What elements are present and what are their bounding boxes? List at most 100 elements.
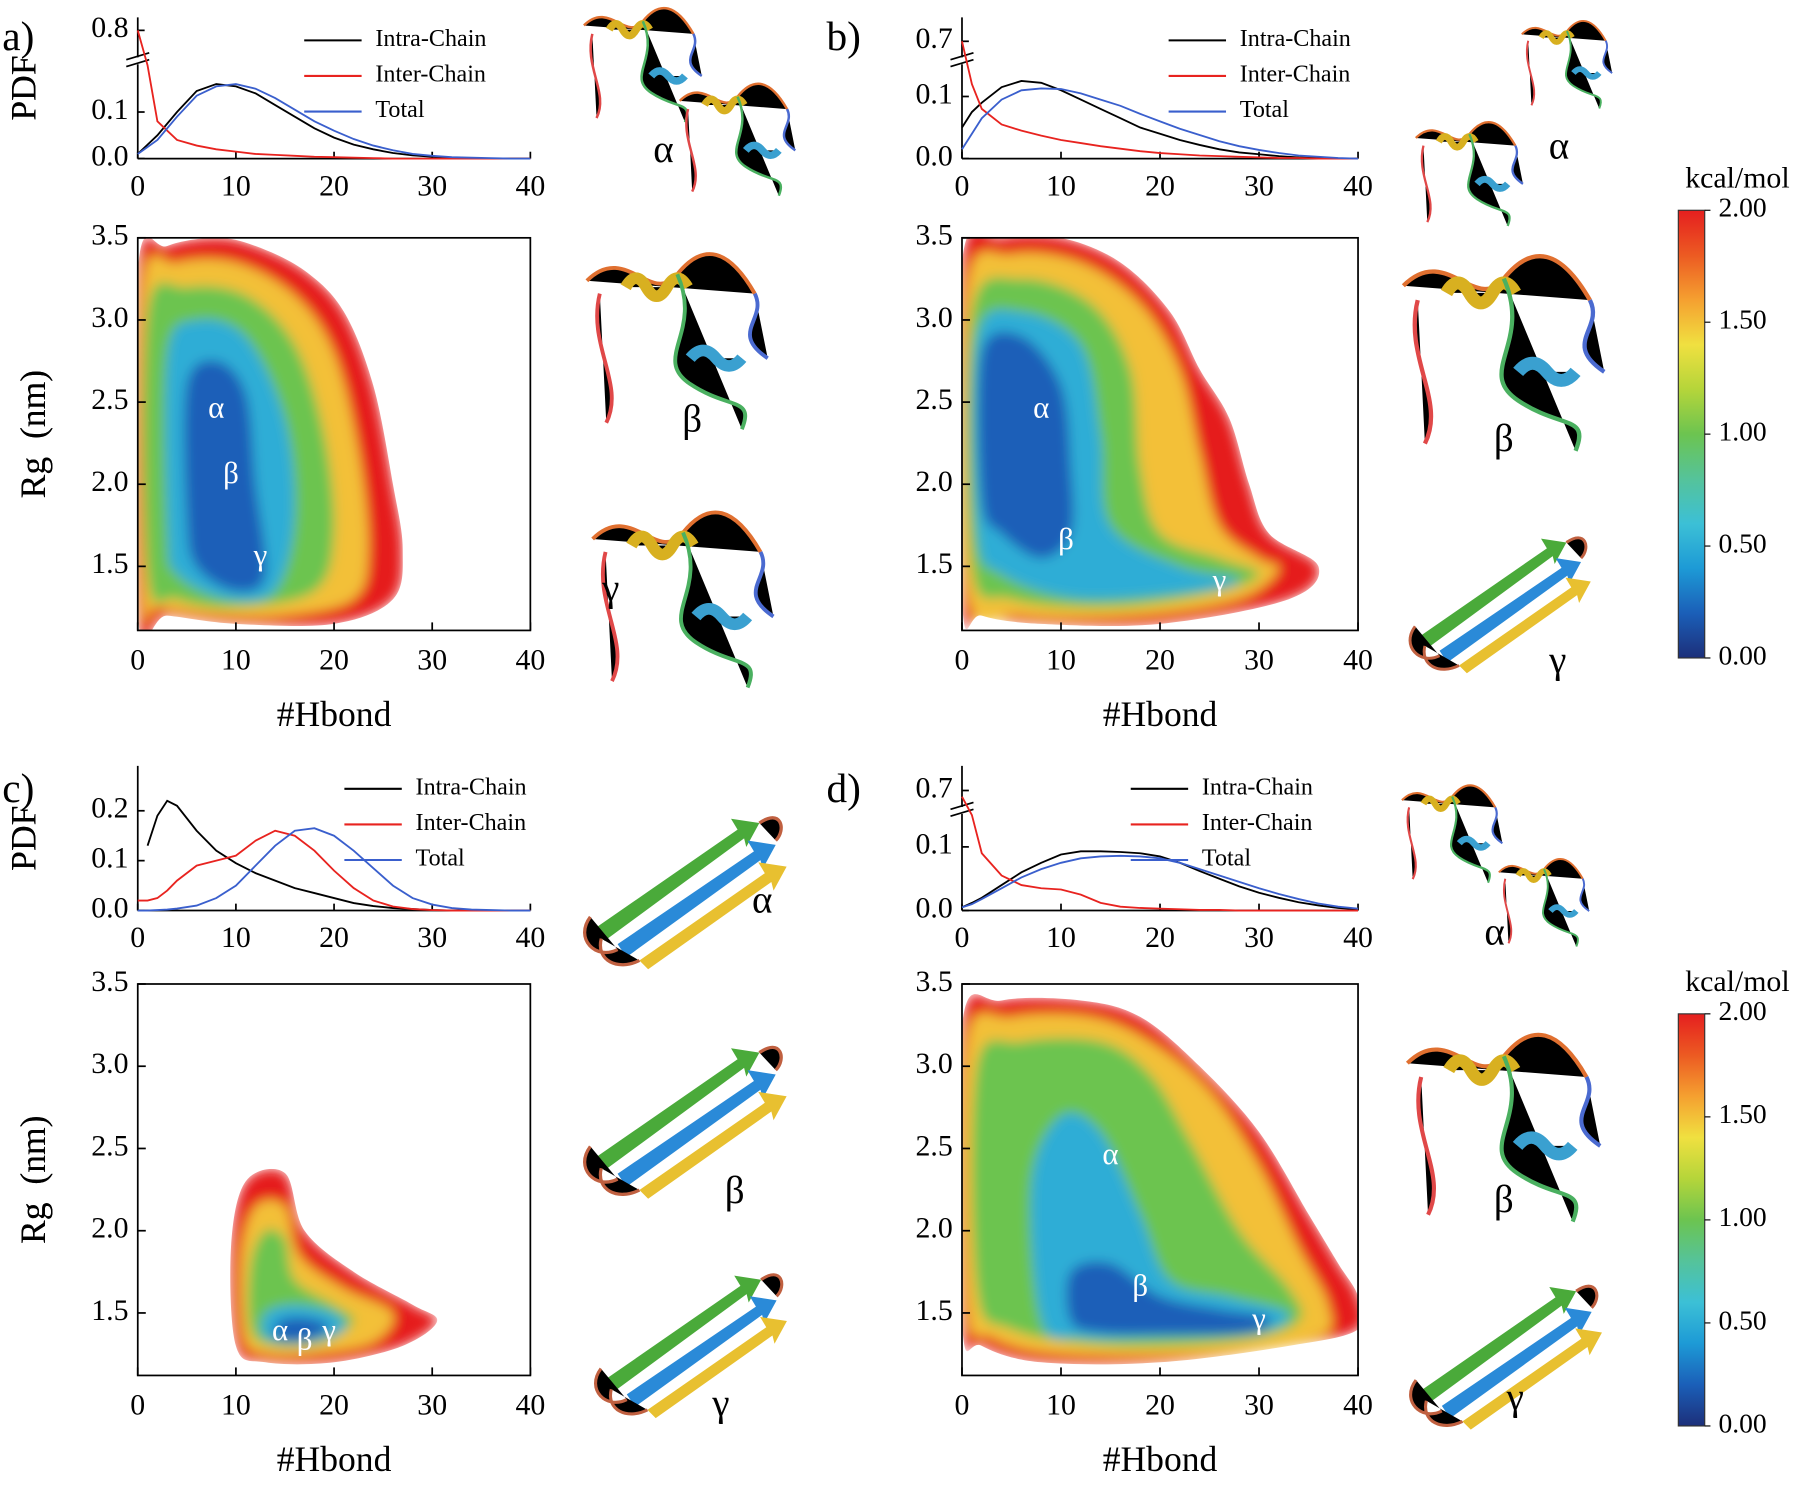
legend-label: Inter-Chain <box>1202 810 1313 836</box>
structure-cartoon <box>680 84 796 196</box>
x-tick-label: 10 <box>221 1388 251 1421</box>
y-tick-label: 0.0 <box>916 139 953 172</box>
y-tick-label: 0.0 <box>91 139 128 172</box>
structure-label: α <box>1549 124 1569 167</box>
y-tick-label: 3.0 <box>91 1047 128 1080</box>
y-tick-label: 3.5 <box>916 965 953 998</box>
energy-landscape-fills <box>137 237 403 631</box>
x-tick-label: 30 <box>1244 1388 1274 1421</box>
state-label: β <box>1058 521 1074 556</box>
legend-label: Total <box>375 97 424 123</box>
y-tick-label: 2.5 <box>91 383 128 416</box>
legend-label: Total <box>1240 97 1289 123</box>
y-tick-label: 3.5 <box>916 219 953 252</box>
state-label: γ <box>253 537 268 572</box>
y-tick-label: 3.0 <box>916 301 953 334</box>
x-tick-label: 10 <box>1046 169 1076 202</box>
structure-label: β <box>1494 417 1514 460</box>
state-label: α <box>208 389 224 424</box>
structure-cartoon <box>1499 859 1589 947</box>
state-label: α <box>1102 1136 1118 1171</box>
structure-label: α <box>653 128 673 171</box>
y-tick-label: 1.5 <box>91 1294 128 1327</box>
series-line <box>961 87 1359 160</box>
x-tick-label: 40 <box>515 169 545 202</box>
x-tick-label: 30 <box>1244 643 1274 676</box>
contour-region <box>274 1317 330 1341</box>
axis-break-gap <box>950 807 974 814</box>
y-tick-label: 3.5 <box>91 219 128 252</box>
x-tick-label: 40 <box>1343 1388 1373 1421</box>
x-tick-label: 40 <box>1343 921 1373 954</box>
state-label: α <box>272 1312 288 1347</box>
axis-break <box>950 801 974 811</box>
y-tick-label: 3.0 <box>916 1047 953 1080</box>
structure-cartoon <box>593 1273 789 1420</box>
y-tick-label: 3.0 <box>91 301 128 334</box>
contour-region <box>977 331 1074 559</box>
series-line <box>961 41 1359 160</box>
y-tick-label: 0.1 <box>91 93 128 126</box>
y-axis-title: Rg (nm) <box>13 1115 53 1243</box>
colorbar-tick-label: 0.50 <box>1718 527 1766 558</box>
y-axis-title: PDF <box>4 806 44 871</box>
y-tick-label: 0.7 <box>916 22 953 55</box>
x-axis-title: #Hbond <box>277 694 392 734</box>
y-axis-title: Rg (nm) <box>13 370 53 498</box>
x-tick-label: 20 <box>1145 169 1175 202</box>
energy-landscape <box>137 237 403 631</box>
x-tick-label: 0 <box>130 169 145 202</box>
colorbar-tick-label: 0.50 <box>1718 1304 1766 1335</box>
x-tick-label: 0 <box>955 643 970 676</box>
structure-label: γ <box>1548 639 1566 682</box>
legend-label: Intra-Chain <box>375 26 486 52</box>
energy-landscape-inner <box>961 237 1320 630</box>
y-tick-label: 2.5 <box>916 1129 953 1162</box>
y-axis-title: Rg (nm) <box>13 370 53 498</box>
legend-label: Inter-Chain <box>1240 61 1351 87</box>
contour-region <box>1066 1261 1271 1335</box>
x-axis-title: #Hbond <box>277 1439 392 1479</box>
series-line <box>961 796 1359 912</box>
colorbar-tick-label: 0.00 <box>1718 639 1766 670</box>
x-tick-label: 10 <box>221 921 251 954</box>
y-tick-label: 2.0 <box>916 1212 953 1245</box>
colorbar <box>1677 209 1706 659</box>
x-tick-label: 10 <box>1046 1388 1076 1421</box>
axis-break <box>126 51 150 61</box>
energy-landscape <box>961 994 1359 1365</box>
energy-landscape-inner <box>961 994 1359 1365</box>
x-tick-label: 30 <box>417 1388 447 1421</box>
series-line <box>961 854 1359 910</box>
y-tick-label: 0.8 <box>91 11 128 44</box>
series-line <box>961 80 1359 160</box>
panel-label: b) <box>827 13 861 60</box>
x-tick-label: 40 <box>515 643 545 676</box>
colorbar-tick-label: 1.50 <box>1718 1098 1766 1129</box>
x-tick-label: 0 <box>955 169 970 202</box>
state-label: β <box>297 1322 313 1357</box>
y-tick-label: 0.1 <box>916 77 953 110</box>
x-tick-label: 40 <box>1343 169 1373 202</box>
x-tick-label: 0 <box>955 1388 970 1421</box>
x-tick-label: 10 <box>1046 643 1076 676</box>
legend-label: Inter-Chain <box>416 810 527 836</box>
x-tick-label: 20 <box>319 169 349 202</box>
state-label: γ <box>321 1312 336 1347</box>
x-tick-label: 20 <box>1145 921 1175 954</box>
colorbar <box>1677 1013 1706 1427</box>
colorbar-tick-label: 1.50 <box>1718 304 1766 335</box>
colorbar-title: kcal/mol <box>1685 161 1789 194</box>
x-tick-label: 0 <box>955 921 970 954</box>
series-line <box>137 83 531 160</box>
structure-label: β <box>725 1169 745 1212</box>
structure-cartoon <box>584 8 702 122</box>
structure-cartoon <box>1402 785 1502 882</box>
energy-landscape-fills <box>961 994 1359 1365</box>
x-tick-label: 40 <box>515 921 545 954</box>
legend-label: Intra-Chain <box>416 774 527 800</box>
x-tick-label: 30 <box>417 169 447 202</box>
series-line <box>961 850 1359 911</box>
colorbar-title: kcal/mol <box>1685 965 1789 998</box>
